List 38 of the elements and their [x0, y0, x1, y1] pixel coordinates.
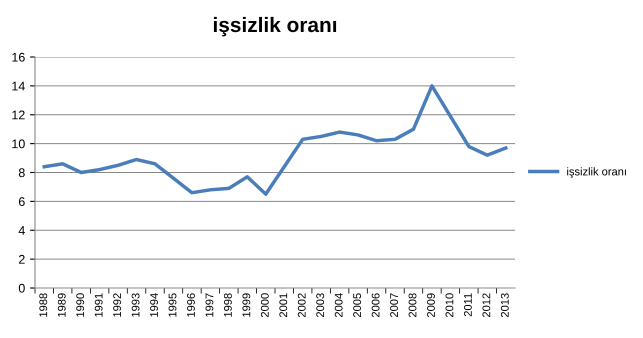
- x-tick-label: 1993: [132, 293, 140, 317]
- y-tick-label: 6: [18, 197, 25, 206]
- x-tick-label: 2003: [316, 293, 324, 318]
- x-tick-label: 1989: [58, 293, 66, 317]
- y-tick-label: 8: [18, 168, 25, 178]
- x-tick-label: 2005: [353, 293, 362, 318]
- x-tick-label: 2000: [260, 293, 269, 318]
- x-tick-label: 1995: [168, 293, 176, 317]
- y-tick-label: 16: [12, 52, 25, 62]
- y-tick-label: 14: [12, 82, 25, 90]
- x-tick-label: 2012: [482, 293, 490, 318]
- x-tick-label: 1994: [150, 293, 158, 317]
- x-tick-label: 1990: [76, 293, 84, 317]
- x-tick-label: 2010: [446, 293, 454, 318]
- y-tick-label: 10: [12, 139, 25, 148]
- y-tick-label: 2: [18, 254, 25, 264]
- line-series: [42, 84, 508, 196]
- x-tick-label: 2007: [390, 293, 398, 318]
- y-tick-label: 4: [18, 226, 25, 235]
- x-tick-label: 2006: [372, 293, 380, 318]
- x-tick-label: 1996: [187, 293, 195, 317]
- x-tick-label: 1992: [113, 293, 122, 317]
- y-tick-label: 12: [12, 110, 25, 120]
- x-tick-label: 1997: [206, 293, 214, 317]
- x-tick-label: 2001: [279, 293, 288, 318]
- x-tick-label: 2002: [298, 293, 306, 318]
- x-tick-label: 2009: [427, 293, 435, 318]
- x-tick-label: 1998: [224, 293, 232, 317]
- x-tick-label: 1988: [39, 293, 48, 317]
- x-tick-label: 2013: [500, 293, 509, 318]
- x-tick-label: 2008: [408, 293, 416, 318]
- x-tick-label: 2011: [464, 293, 472, 316]
- x-tick-label: 1999: [242, 293, 250, 317]
- x-tick-label: 2004: [334, 293, 343, 318]
- legend-label: işsizlik oranı: [567, 167, 626, 178]
- y-tick-label: 0: [18, 284, 25, 293]
- x-tick-label: 1991: [94, 293, 103, 317]
- chart-title: işsizlik oranı: [214, 16, 336, 36]
